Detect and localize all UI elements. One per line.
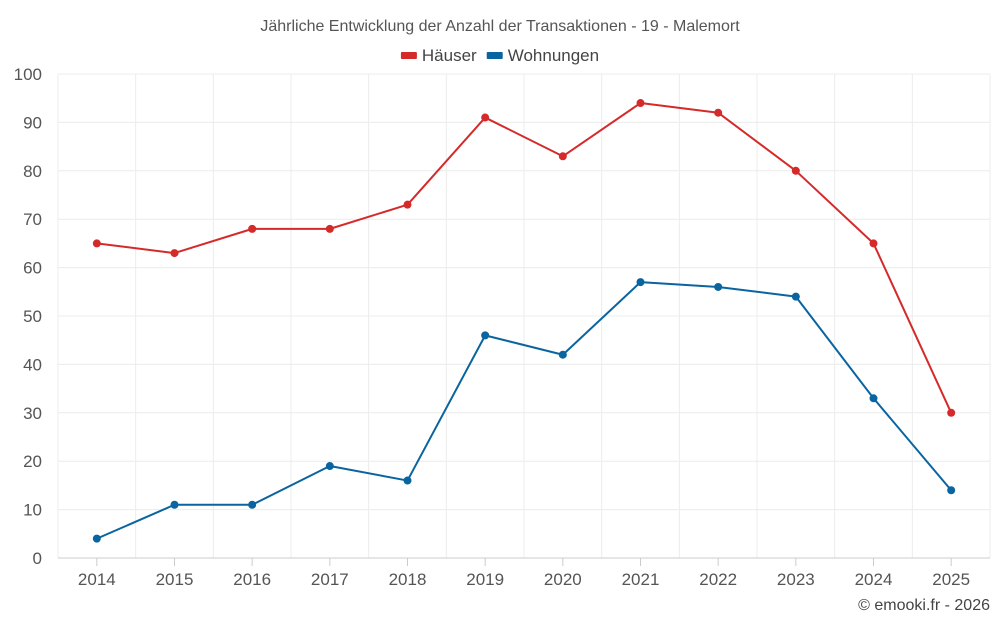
data-point[interactable] [636, 99, 645, 108]
series-2 [92, 278, 956, 543]
y-tick-label: 100 [14, 65, 42, 84]
y-tick-label: 50 [23, 307, 42, 326]
data-point[interactable] [714, 108, 723, 117]
y-tick-label: 90 [23, 113, 42, 132]
x-tick-label: 2023 [777, 570, 815, 589]
y-tick-label: 60 [23, 259, 42, 278]
y-tick-label: 40 [23, 355, 42, 374]
data-point[interactable] [170, 500, 179, 509]
data-point[interactable] [869, 394, 878, 403]
y-tick-label: 0 [33, 549, 42, 568]
data-point[interactable] [714, 282, 723, 291]
series-group [92, 99, 956, 543]
data-point[interactable] [947, 486, 956, 495]
series-1 [92, 99, 956, 417]
data-point[interactable] [403, 476, 412, 485]
data-point[interactable] [791, 292, 800, 301]
x-tick-label: 2020 [544, 570, 582, 589]
data-point[interactable] [325, 224, 334, 233]
x-tick-label: 2017 [311, 570, 349, 589]
data-point[interactable] [403, 200, 412, 209]
y-axis: 0 10 20 30 40 50 60 70 80 90 100 [14, 65, 42, 568]
y-tick-label: 80 [23, 162, 42, 181]
x-tick-label: 2014 [78, 570, 116, 589]
data-point[interactable] [481, 113, 490, 122]
legend-label: Wohnungen [508, 46, 599, 65]
series-line [96, 102, 953, 414]
data-point[interactable] [636, 278, 645, 287]
y-tick-label: 70 [23, 210, 42, 229]
x-tick-label: 2015 [156, 570, 194, 589]
x-tick-label: 2022 [699, 570, 737, 589]
data-point[interactable] [248, 224, 257, 233]
data-point[interactable] [869, 239, 878, 248]
series-line [96, 281, 952, 540]
chart-title: Jährliche Entwicklung der Anzahl der Tra… [260, 18, 740, 35]
data-point[interactable] [248, 500, 257, 509]
x-tick-label: 2019 [466, 570, 504, 589]
legend-swatch [486, 52, 503, 59]
data-point[interactable] [170, 249, 179, 258]
data-point[interactable] [791, 166, 800, 175]
x-tick-label: 2018 [389, 570, 427, 589]
data-point[interactable] [92, 534, 101, 543]
credit-text: © emooki.fr - 2026 [858, 597, 990, 614]
data-point[interactable] [558, 152, 567, 161]
data-point[interactable] [325, 462, 334, 471]
y-tick-label: 20 [23, 452, 42, 471]
data-point[interactable] [947, 408, 956, 417]
legend-item-2[interactable]: Wohnungen [486, 46, 599, 65]
x-tick-label: 2024 [855, 570, 893, 589]
x-tick-label: 2025 [932, 570, 970, 589]
grid [57, 73, 991, 559]
legend-label: Häuser [422, 46, 477, 65]
data-point[interactable] [92, 239, 101, 248]
x-tick-label: 2021 [622, 570, 660, 589]
legend: Häuser Wohnungen [400, 46, 599, 65]
y-tick-label: 30 [23, 404, 42, 423]
data-point[interactable] [481, 331, 490, 340]
y-tick-label: 10 [23, 501, 42, 520]
data-point[interactable] [558, 350, 567, 359]
x-tick-label: 2016 [233, 570, 271, 589]
legend-item-1[interactable]: Häuser [400, 46, 477, 65]
legend-swatch [400, 52, 417, 59]
x-axis: 2014 2015 2016 2017 2018 2019 2020 2021 2022 2023… [58, 557, 990, 589]
